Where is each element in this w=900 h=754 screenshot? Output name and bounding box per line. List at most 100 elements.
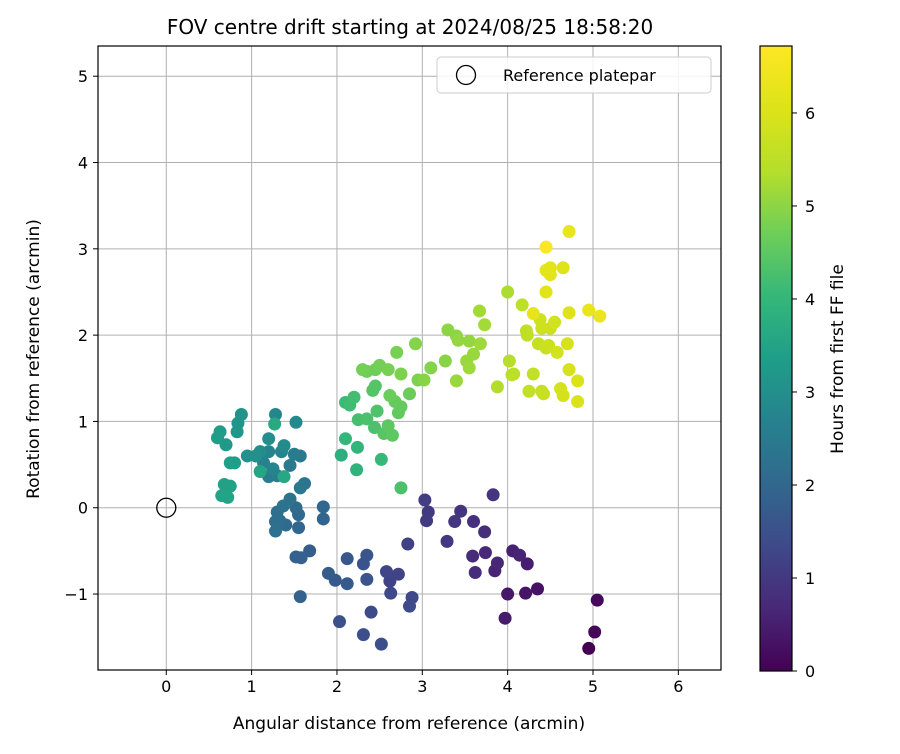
legend-box (436, 56, 712, 94)
data-point (478, 546, 492, 560)
data-point (467, 515, 481, 529)
data-point (360, 572, 374, 586)
data-point (420, 514, 434, 528)
data-point (394, 481, 408, 495)
data-point (215, 489, 229, 503)
data-point (356, 363, 370, 377)
data-point (334, 448, 348, 462)
data-point (366, 383, 380, 397)
x-tick-label: 2 (332, 677, 342, 696)
data-point (548, 315, 562, 329)
data-point (490, 380, 504, 394)
data-point (379, 565, 393, 579)
data-point (213, 425, 227, 439)
data-point (451, 333, 465, 347)
data-point (340, 577, 354, 591)
data-point (292, 521, 306, 535)
data-point (478, 525, 492, 539)
data-point (283, 492, 297, 506)
legend[interactable]: Reference platepar (436, 56, 712, 94)
data-point (501, 587, 515, 601)
data-points (210, 225, 607, 655)
data-point (321, 566, 335, 580)
data-point (408, 337, 422, 351)
data-point (571, 395, 585, 409)
y-axis-label: Rotation from reference (arcmin) (24, 219, 44, 499)
data-point (556, 261, 570, 275)
data-point (403, 599, 416, 613)
x-tick-label: 4 (503, 677, 513, 696)
data-point (486, 488, 500, 502)
data-point (293, 590, 307, 604)
data-point (266, 462, 280, 476)
colorbar-tick-label: 5 (805, 197, 815, 216)
data-point (466, 549, 480, 563)
data-point (253, 464, 267, 478)
x-tick-label: 1 (247, 677, 257, 696)
data-point (502, 354, 516, 368)
data-point (519, 324, 533, 338)
data-point (539, 240, 553, 254)
data-point (268, 417, 282, 431)
axes-frame (97, 45, 722, 671)
data-point (287, 447, 301, 461)
grid (98, 46, 721, 670)
data-point (370, 404, 384, 418)
colorbar-ticks: 0 1 2 3 4 5 6 (792, 104, 815, 681)
data-point (277, 470, 291, 484)
data-point (217, 477, 231, 491)
data-point (269, 524, 283, 538)
data-point (515, 298, 529, 312)
data-point (448, 515, 462, 529)
data-point (316, 512, 330, 526)
x-tick-label: 3 (417, 677, 427, 696)
x-axis-label: Angular distance from reference (arcmin) (233, 714, 585, 734)
data-point (403, 387, 416, 401)
data-point (340, 552, 354, 566)
data-point (522, 384, 536, 398)
data-point (519, 586, 533, 600)
data-point (360, 548, 374, 562)
data-point (269, 408, 283, 422)
data-point (562, 363, 576, 377)
y-tick-label: 5 (78, 67, 88, 86)
data-point (590, 593, 604, 607)
y-tick-label: 4 (78, 154, 88, 173)
data-point (356, 628, 370, 642)
data-point (543, 261, 557, 275)
data-point (505, 368, 519, 382)
plot-area: 0 1 2 3 4 5 6 −1 0 1 2 3 4 5 (64, 45, 722, 696)
colorbar-label: Hours from first FF file (828, 264, 848, 454)
data-point (350, 463, 364, 477)
data-point (262, 432, 276, 446)
data-point (550, 345, 564, 359)
data-point (240, 449, 254, 463)
colorbar-tick-label: 4 (805, 290, 815, 309)
data-point (490, 556, 504, 570)
data-point (539, 285, 553, 299)
data-point (364, 605, 378, 619)
data-point (368, 420, 382, 434)
colorbar-tick-label: 2 (805, 476, 815, 495)
x-tick-label: 0 (161, 677, 171, 696)
data-point (520, 557, 534, 571)
data-point (228, 456, 242, 470)
data-point (374, 452, 388, 466)
data-point (582, 641, 596, 655)
data-point (513, 548, 527, 562)
data-point (526, 367, 540, 381)
data-point (588, 625, 602, 639)
data-point (347, 390, 361, 404)
data-point (350, 440, 364, 454)
data-point (289, 550, 303, 564)
data-point (531, 582, 545, 596)
data-point (383, 389, 397, 403)
y-tick-label: 3 (78, 240, 88, 259)
data-point (556, 389, 570, 403)
data-point (462, 334, 476, 348)
data-point (571, 374, 585, 388)
colorbar-tick-label: 0 (805, 662, 815, 681)
data-point (440, 534, 454, 548)
data-point (560, 337, 574, 351)
